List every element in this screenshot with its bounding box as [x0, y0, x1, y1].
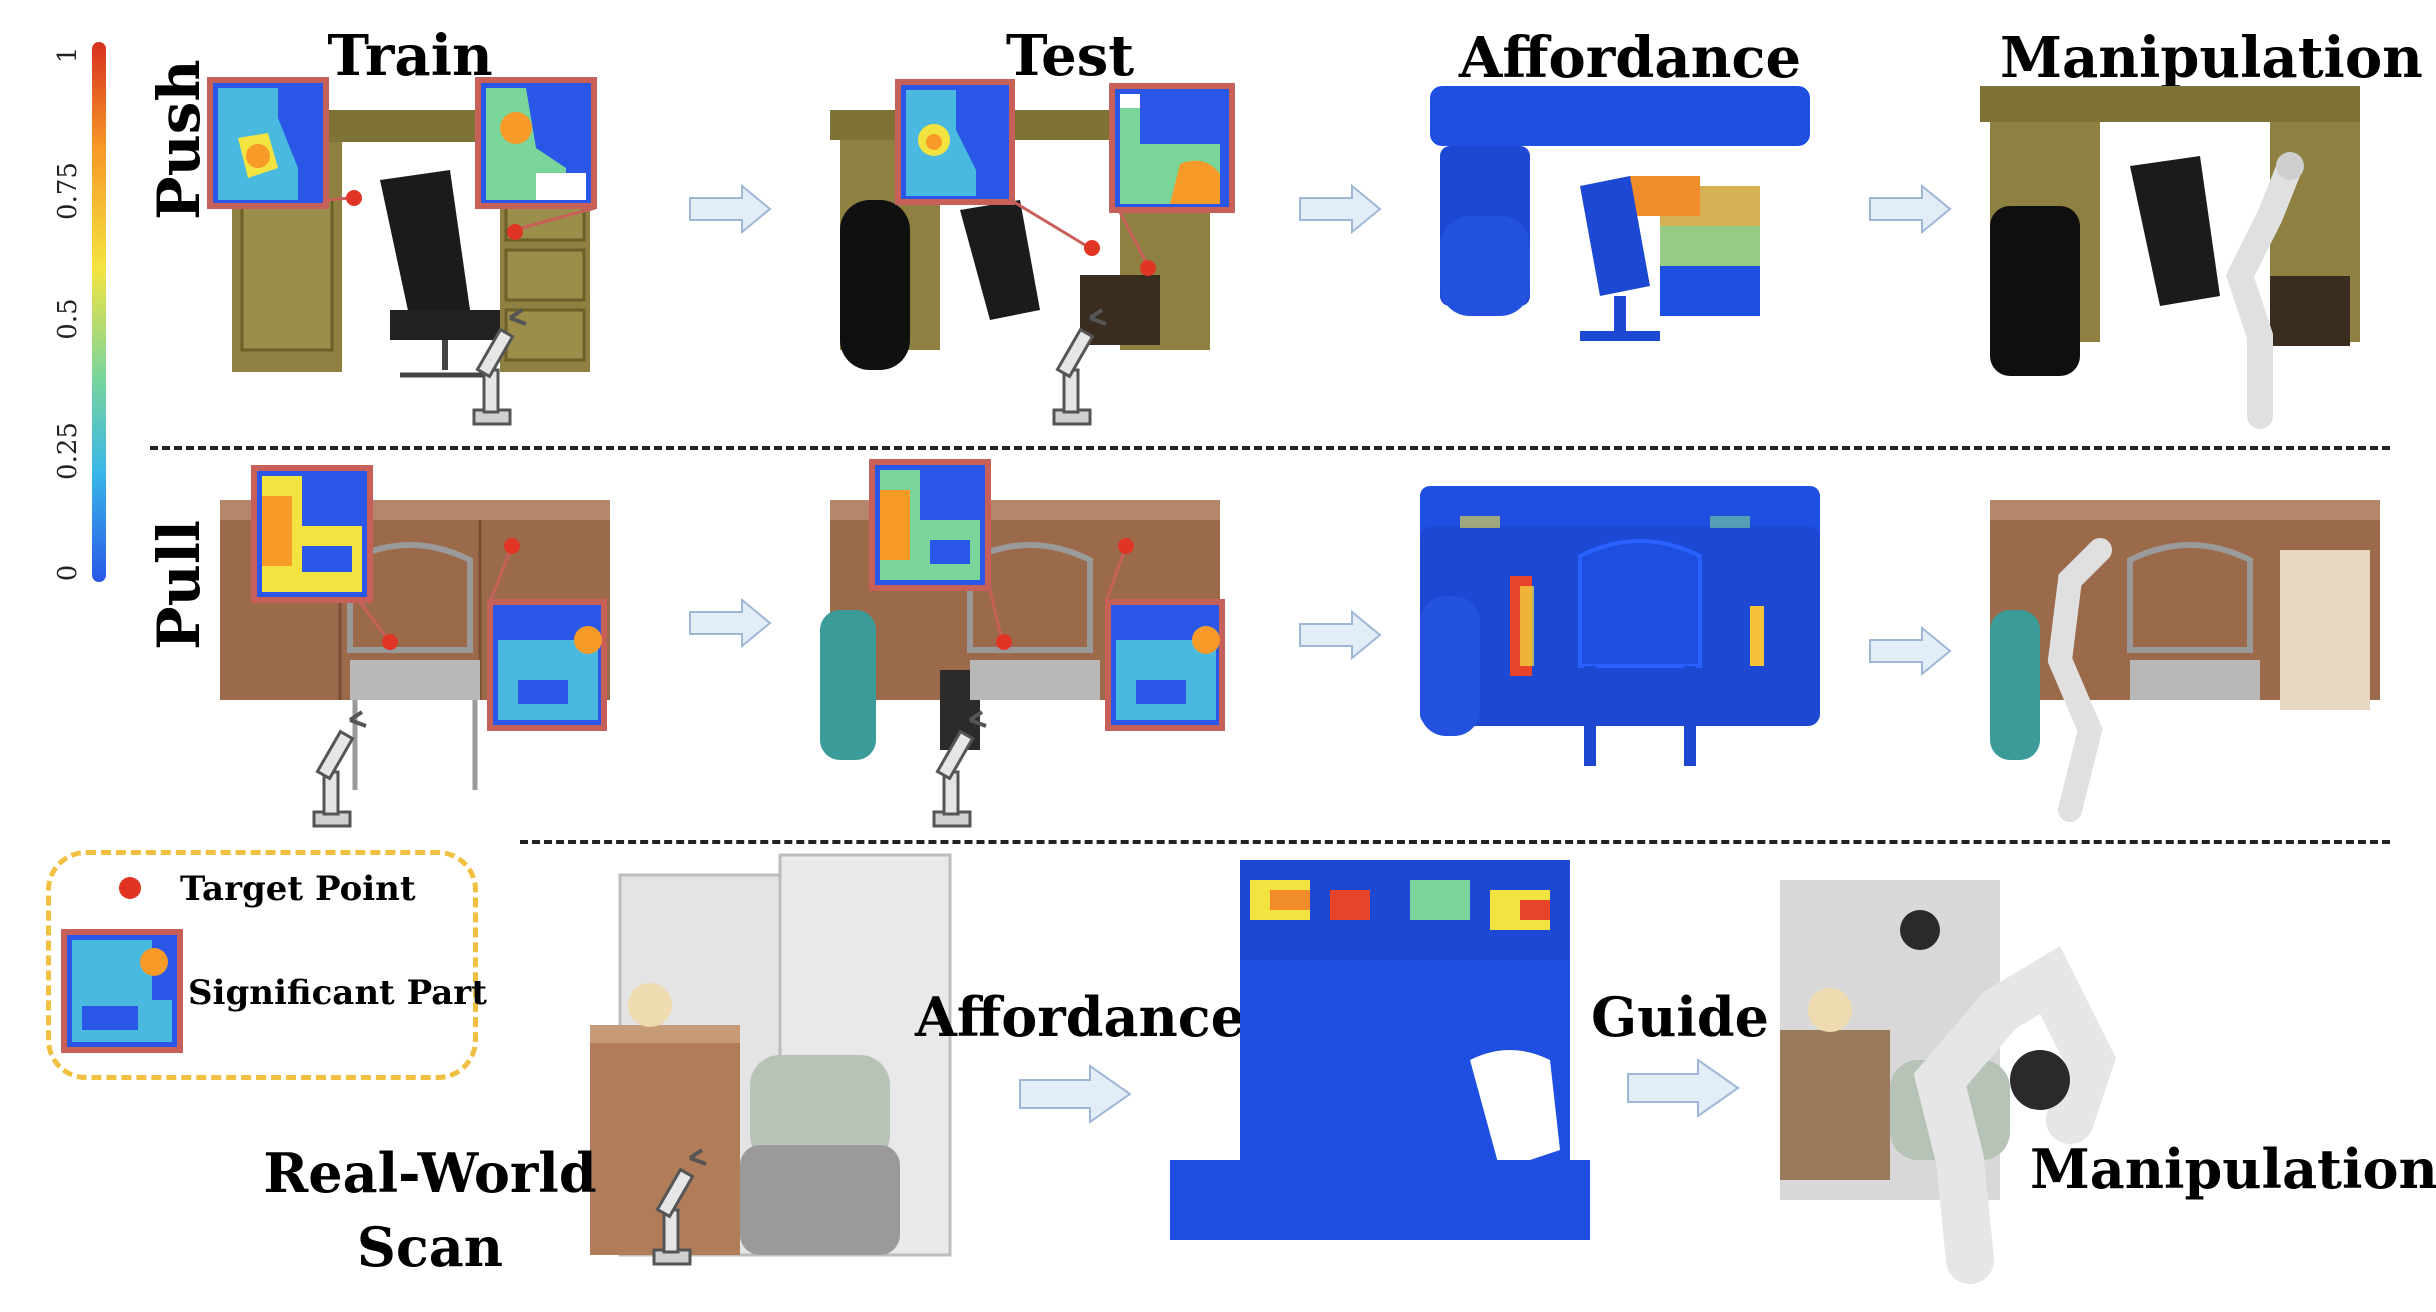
significant-part-icon — [61, 929, 183, 1053]
real-world-scan-label-line2: Scan — [356, 1215, 504, 1279]
arrow-icon — [1627, 1058, 1740, 1118]
real-world-scan-photo — [590, 853, 952, 1257]
push-test-zoom-right — [1109, 83, 1235, 213]
pull-affordance-pointcloud — [1420, 486, 1820, 766]
pull-train-target-points — [358, 538, 520, 650]
arrow-icon — [1869, 183, 1952, 235]
bottom-affordance-label: Affordance — [915, 985, 1245, 1049]
bottom-manipulation-label: Manipulation — [2030, 1137, 2436, 1201]
arrow-icon — [689, 183, 772, 235]
pull-manipulation-scene — [1990, 500, 2380, 822]
push-test-target-points — [1013, 200, 1156, 276]
robot-arm-icon — [312, 710, 367, 828]
pull-train-zoom-right — [487, 599, 607, 731]
pull-test-zoom-left — [869, 459, 991, 591]
colorbar-tick-025: 0.25 — [53, 422, 83, 480]
real-world-affordance-pointcloud — [1170, 860, 1590, 1240]
push-test-zoom-left — [895, 79, 1015, 205]
arrow-icon — [1869, 625, 1952, 677]
target-point-icon — [119, 877, 141, 899]
arrow-icon — [1299, 183, 1382, 235]
push-manipulation-scene — [1980, 86, 2360, 429]
bottom-guide-label: Guide — [1590, 985, 1769, 1049]
robot-arm-icon — [1052, 308, 1107, 426]
pull-test-zoom-right — [1105, 599, 1225, 731]
colorbar — [92, 42, 106, 582]
robot-arm-icon — [472, 308, 527, 426]
row-separator-1 — [150, 446, 2390, 450]
push-train-target-points — [327, 190, 596, 240]
column-header-test: Test — [1005, 23, 1135, 89]
legend-box — [46, 850, 478, 1080]
row-separator-2 — [520, 840, 2390, 844]
pull-test-target-points — [988, 538, 1134, 650]
arrow-icon — [1299, 609, 1382, 661]
column-header-train: Train — [327, 23, 493, 89]
real-world-manipulation-photo — [1780, 880, 2116, 1284]
colorbar-tick-1: 1 — [53, 46, 83, 64]
legend-significant-part-label: Significant Part — [188, 973, 487, 1013]
arrow-icon — [1019, 1064, 1132, 1124]
colorbar-tick-05: 0.5 — [53, 298, 83, 340]
arrow-icon — [689, 597, 772, 649]
row-label-pull: Pull — [145, 520, 213, 650]
colorbar-tick-075: 0.75 — [53, 162, 83, 220]
push-train-zoom-left — [207, 77, 329, 209]
push-train-zoom-right — [475, 77, 597, 209]
robot-arm-icon — [932, 710, 987, 828]
real-world-scan-label-line1: Real-World — [263, 1141, 597, 1205]
push-affordance-pointcloud — [1430, 86, 1810, 341]
legend-target-point-label: Target Point — [180, 869, 416, 909]
column-header-manipulation: Manipulation — [2000, 25, 2423, 91]
pull-train-zoom-left — [251, 465, 373, 603]
column-header-affordance: Affordance — [1458, 25, 1802, 91]
colorbar-tick-0: 0 — [53, 564, 83, 582]
robot-arm-icon — [652, 1148, 707, 1266]
